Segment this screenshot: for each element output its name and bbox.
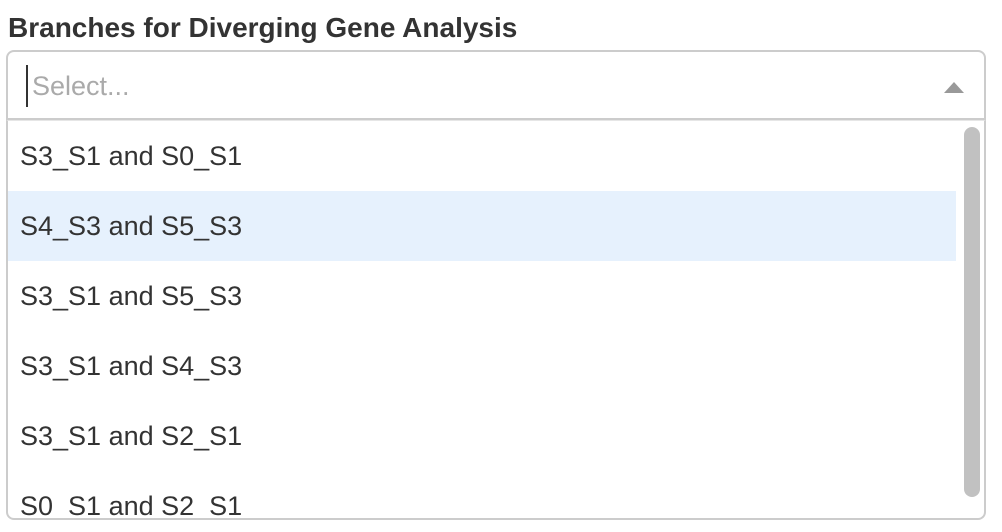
select-search-input[interactable] (26, 65, 912, 107)
dropdown-option-highlighted[interactable]: S4_S3 and S5_S3 (8, 191, 956, 261)
branch-select[interactable] (6, 50, 986, 120)
dropdown-option[interactable]: S3_S1 and S2_S1 (20, 421, 243, 451)
dropdown-option[interactable]: S0_S1 and S2_S1 (20, 491, 243, 520)
dropdown-option[interactable]: S3_S1 and S5_S3 (20, 281, 243, 311)
dropdown-option[interactable]: S3_S1 and S0_S1 (20, 141, 243, 171)
dropdown-option[interactable]: S3_S1 and S4_S3 (20, 351, 243, 381)
scrollbar-thumb[interactable] (964, 127, 980, 497)
field-label: Branches for Diverging Gene Analysis (8, 12, 518, 43)
triangle-up-icon[interactable] (944, 82, 964, 93)
dropdown-menu: S3_S1 and S0_S1 S4_S3 and S5_S3 S3_S1 an… (6, 120, 986, 520)
